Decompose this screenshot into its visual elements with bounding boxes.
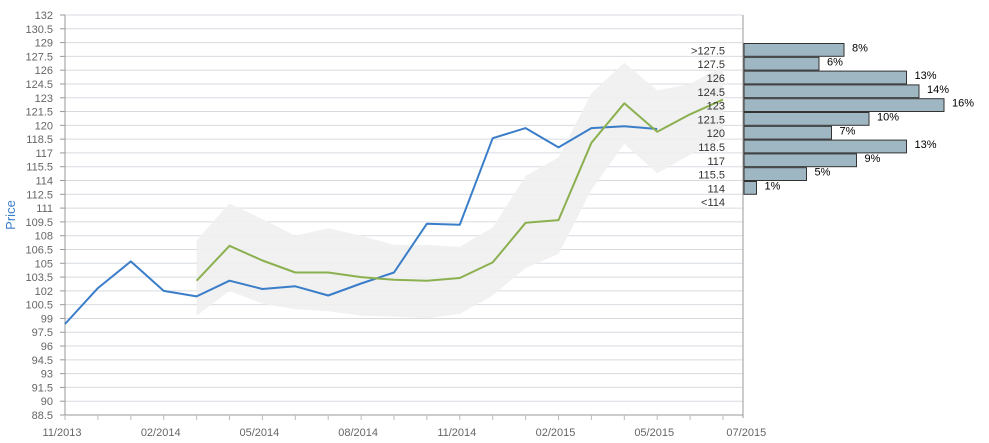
distribution-bin-label: 121.5 — [697, 114, 725, 126]
y-tick-label: 114 — [35, 176, 53, 188]
distribution-bin-label: 114 — [707, 183, 725, 195]
y-tick-label: 124.5 — [25, 79, 53, 91]
distribution-percent-label: 8% — [852, 43, 868, 55]
axes: 132130.5129127.5126124.5123121.5120118.5… — [25, 10, 766, 439]
y-tick-label: 121.5 — [25, 107, 53, 119]
x-tick-label: 05/2014 — [240, 427, 280, 439]
price-series-line — [64, 125, 658, 325]
distribution-percent-label: 9% — [865, 153, 881, 165]
y-tick-label: 93 — [41, 369, 53, 381]
y-tick-label: 129 — [35, 38, 53, 50]
distribution-bin-label: 120 — [707, 128, 725, 140]
distribution-bar — [743, 125, 832, 140]
y-tick-label: 105 — [35, 258, 53, 270]
forecast-series-line — [195, 98, 724, 282]
y-tick-label: 102 — [35, 286, 53, 298]
distribution-bar — [743, 43, 845, 57]
distribution-bar — [743, 84, 920, 99]
y-tick-label: 103.5 — [25, 272, 53, 284]
distribution-bin-label: 126 — [707, 73, 725, 85]
y-tick-label: 94.5 — [32, 355, 53, 367]
y-tick-label: 112.5 — [26, 189, 53, 201]
distribution-percent-label: 7% — [840, 125, 856, 137]
y-tick-label: 118.5 — [26, 134, 53, 146]
distribution-bar — [743, 70, 907, 85]
distribution-bar — [743, 153, 857, 168]
y-tick-label: 132 — [35, 10, 53, 22]
y-tick-label: 109.5 — [25, 217, 53, 229]
y-tick-label: 106.5 — [25, 244, 53, 256]
y-tick-label: 96 — [41, 341, 53, 353]
distribution-bar — [743, 167, 807, 181]
y-tick-label: 130.5 — [25, 24, 53, 36]
y-tick-label: 108 — [35, 231, 53, 243]
x-tick-label: 05/2015 — [634, 427, 674, 439]
y-tick-label: 117 — [35, 148, 53, 160]
y-tick-label: 97.5 — [32, 327, 53, 339]
y-tick-label: 120 — [35, 120, 53, 132]
distribution-bin-label: 118.5 — [698, 142, 725, 154]
series-layer — [64, 98, 724, 325]
x-tick-label: 02/2014 — [141, 427, 181, 439]
distribution-bin-label: 115.5 — [698, 170, 725, 182]
confidence-band — [196, 62, 724, 319]
distribution-bin-label: 127.5 — [697, 59, 725, 71]
distribution-layer: >127.5 8% 127.5 6% 126 13% 124.5 14% 123 16% 121.5… — [691, 43, 974, 210]
y-axis-label: Price — [3, 200, 18, 230]
distribution-bin-label: <114 — [701, 197, 725, 209]
y-tick-label: 126 — [35, 65, 53, 77]
x-tick-label: 11/2014 — [437, 427, 476, 439]
distribution-bar — [743, 139, 907, 154]
distribution-bar — [743, 181, 757, 195]
y-tick-label: 123 — [35, 93, 53, 105]
distribution-percent-label: 5% — [815, 167, 831, 179]
y-tick-label: 115.5 — [26, 162, 53, 174]
y-tick-label: 111 — [36, 203, 53, 215]
x-tick-label: 02/2015 — [536, 427, 576, 439]
distribution-percent-label: 6% — [827, 56, 843, 68]
distribution-percent-label: 10% — [877, 112, 899, 124]
distribution-bin-label: 117 — [707, 156, 725, 168]
distribution-percent-label: 1% — [765, 181, 781, 193]
distribution-bar — [743, 98, 945, 112]
distribution-bin-label: 124.5 — [697, 87, 725, 99]
y-tick-label: 127.5 — [25, 51, 53, 63]
y-tick-label: 88.5 — [32, 410, 53, 422]
distribution-bar — [743, 56, 820, 71]
distribution-bar — [743, 112, 870, 126]
y-tick-label: 90 — [41, 396, 53, 408]
distribution-percent-label: 14% — [927, 84, 949, 96]
forecast-band-layer — [196, 62, 724, 319]
grid — [65, 14, 743, 416]
distribution-percent-label: 13% — [915, 70, 937, 82]
x-tick-label: 11/2013 — [43, 427, 82, 439]
y-tick-label: 100.5 — [25, 300, 53, 312]
distribution-percent-label: 13% — [915, 139, 937, 151]
distribution-bin-label: 123 — [707, 101, 725, 113]
y-tick-label: 91.5 — [32, 382, 53, 394]
y-tick-label: 99 — [41, 313, 53, 325]
distribution-bin-label: >127.5 — [691, 45, 725, 57]
x-tick-label: 08/2014 — [338, 427, 378, 439]
x-tick-label: 07/2015 — [726, 427, 766, 439]
distribution-percent-label: 16% — [952, 98, 974, 110]
